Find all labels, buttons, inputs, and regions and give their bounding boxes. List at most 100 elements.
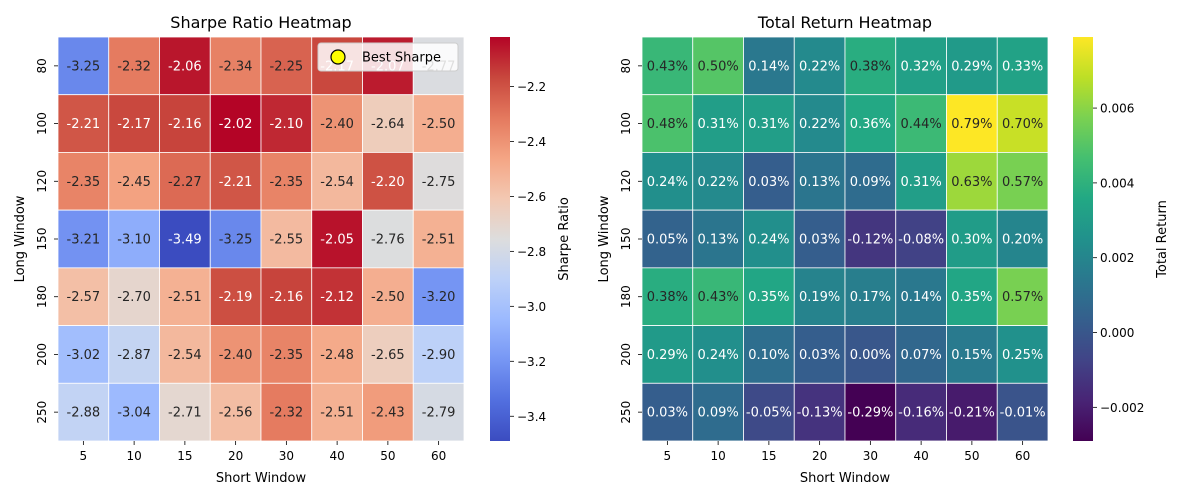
cell-label: -2.16 (270, 290, 304, 305)
colorbar-tick-label: 0.002 (1100, 251, 1134, 265)
cell-label: 0.24% (697, 348, 738, 363)
cell-label: -2.43 (371, 406, 405, 421)
x-tick-label: 15 (761, 449, 776, 463)
cell-label: 0.20% (1002, 233, 1043, 248)
heatmap-cell (108, 267, 160, 326)
x-tick-label: 10 (126, 449, 141, 463)
heatmap-cell (946, 382, 998, 442)
heatmap-cell (209, 94, 262, 153)
heatmap-cell (793, 382, 846, 442)
colorbar-tick-label: 0.004 (1100, 176, 1134, 190)
cell-label: 0.03% (799, 233, 840, 248)
heatmap-cell (996, 36, 1049, 96)
x-tick-label: 15 (177, 449, 192, 463)
cell-label: 0.03% (748, 175, 789, 190)
y-axis-label: Long Window (597, 195, 612, 282)
cell-label: -2.90 (422, 348, 456, 363)
cell-label: -2.20 (371, 175, 405, 190)
cell-label: 0.31% (748, 117, 789, 132)
x-tick-label: 30 (863, 449, 878, 463)
cell-label: -3.21 (67, 233, 101, 248)
x-tick-label: 60 (1015, 449, 1030, 463)
heatmap-cell (641, 382, 694, 442)
heatmap-cell (57, 36, 110, 96)
cell-label: 0.43% (697, 290, 738, 305)
cell-label: 0.32% (900, 59, 941, 74)
legend-label: Best Sharpe (362, 51, 441, 66)
heatmap-cell (362, 209, 414, 269)
colorbar-tick-label: −0.002 (1100, 401, 1144, 415)
cell-label: -2.71 (168, 406, 202, 421)
heatmap-cell (895, 36, 947, 96)
y-tick-label: 180 (35, 285, 49, 308)
cell-label: 0.05% (647, 233, 688, 248)
cell-label: -0.21% (949, 406, 995, 421)
cell-label: -2.87 (117, 348, 151, 363)
cell-label: -2.06 (168, 59, 202, 74)
heatmap-cell (260, 209, 313, 269)
colorbar-label: Total Return (1155, 200, 1170, 279)
cell-label: -2.21 (67, 117, 101, 132)
cell-label: -3.49 (168, 233, 202, 248)
cell-label: 0.33% (1002, 59, 1043, 74)
cell-label: 0.30% (951, 233, 992, 248)
cell-label: -2.45 (117, 175, 151, 190)
cell-label: 0.29% (951, 59, 992, 74)
heatmap-cell (260, 152, 313, 211)
cell-label: 0.38% (647, 290, 688, 305)
heatmap-cell (793, 36, 846, 96)
cell-label: 0.24% (748, 233, 789, 248)
heatmap-cell (895, 267, 947, 326)
cell-label: -0.29% (847, 406, 893, 421)
heatmap-cell (260, 382, 313, 442)
y-tick-label: 100 (35, 112, 49, 135)
cell-label: 0.15% (951, 348, 992, 363)
cell-label: 0.35% (951, 290, 992, 305)
cell-label: -2.56 (219, 406, 253, 421)
cell-label: -2.65 (371, 348, 405, 363)
heatmap-cell (743, 267, 795, 326)
cell-label: -2.21 (219, 175, 253, 190)
heatmap-cell (692, 382, 744, 442)
cell-label: -2.35 (67, 175, 101, 190)
heatmap-cell (946, 36, 998, 96)
heatmap-cell (159, 209, 211, 269)
heatmap-cell (108, 325, 160, 384)
cell-label: -2.32 (117, 59, 151, 74)
x-tick-label: 20 (812, 449, 827, 463)
y-tick-label: 180 (619, 285, 633, 308)
heatmap-cell (412, 325, 465, 384)
y-tick-label: 100 (619, 112, 633, 135)
cell-label: -2.16 (168, 117, 202, 132)
cell-label: -0.08% (898, 233, 944, 248)
heatmap-cell (209, 382, 262, 442)
heatmap-cell (692, 36, 744, 96)
cell-label: -2.19 (219, 290, 253, 305)
heatmap-cell (159, 152, 211, 211)
heatmap-cell (641, 152, 694, 211)
y-tick-label: 200 (619, 343, 633, 366)
heatmap-cell (996, 209, 1049, 269)
cell-label: 0.38% (850, 59, 891, 74)
heatmap-cell (793, 152, 846, 211)
heatmap-cell (996, 267, 1049, 326)
cell-label: -2.05 (320, 233, 354, 248)
heatmap-cell (641, 36, 694, 96)
cell-label: -2.88 (67, 406, 101, 421)
colorbar (490, 37, 510, 441)
cell-label: -2.02 (219, 117, 253, 132)
cell-label: 0.57% (1002, 290, 1043, 305)
cell-label: -2.51 (422, 233, 456, 248)
x-tick-label: 50 (380, 449, 395, 463)
y-axis-label: Long Window (13, 195, 28, 282)
heatmap-cell (57, 209, 110, 269)
y-tick-label: 120 (35, 170, 49, 193)
heatmap-cell (362, 267, 414, 326)
cell-label: -0.13% (797, 406, 843, 421)
heatmap-cell (946, 325, 998, 384)
cell-label: -3.25 (67, 59, 101, 74)
heatmap-cell (793, 267, 846, 326)
cell-label: 0.03% (799, 348, 840, 363)
x-tick-label: 50 (964, 449, 979, 463)
